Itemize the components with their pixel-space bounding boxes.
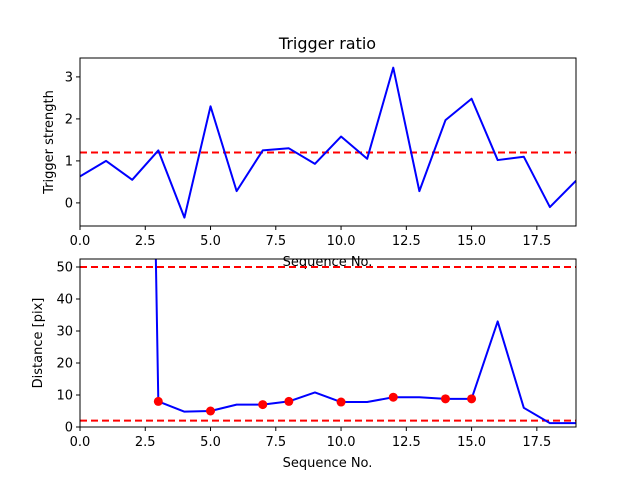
axes-frame [79,258,577,428]
y-tick-label: 1 [65,154,73,169]
trigger-ratio-chart: Trigger ratio Trigger strength Sequence … [42,34,577,270]
y-tick-label: 40 [56,293,73,308]
plot-area: 0.0 2.5 5.0 7.5 10.0 12.5 15.0 17.5 0 10 20 30 40 50 [56,258,577,450]
x-tick-label: 15.0 [457,234,486,249]
y-tick-label: 2 [65,112,73,127]
y-axis-label: Trigger strength [42,90,57,195]
plot-area: 0.0 2.5 5.0 7.5 10.0 12.5 15.0 17.5 0 1 2 3 [65,57,577,249]
x-tick-label: 12.5 [392,435,421,450]
x-axis-label: Sequence No. [283,456,373,471]
x-tick-label: 5.0 [200,234,221,249]
x-tick-label: 0.0 [70,435,91,450]
y-tick-label: 0 [65,421,73,436]
x-tick-label: 15.0 [457,435,486,450]
y-tick-label: 50 [56,261,73,276]
y-tick-label: 0 [65,196,73,211]
axes-frame [79,57,577,227]
x-tick-label: 5.0 [200,435,221,450]
plot-content [80,66,576,219]
x-tick-label: 0.0 [70,234,91,249]
x-tick-label: 7.5 [265,234,286,249]
data-point [336,397,346,407]
data-point [153,396,163,406]
x-tick-label: 17.5 [522,435,551,450]
distance-chart: Distance [pix] Sequence No. 0.0 2.5 5.0 7.5… [31,258,577,471]
x-tick-label: 7.5 [265,435,286,450]
x-tick-label: 2.5 [135,435,156,450]
y-tick-label: 30 [56,325,73,340]
y-tick-label: 3 [65,70,73,85]
plot-content [80,259,576,425]
data-point [467,394,477,404]
x-tick-label: 2.5 [135,234,156,249]
data-point [284,396,294,406]
chart-title: Trigger ratio [278,34,376,53]
y-tick-label: 10 [56,389,73,404]
x-tick-label: 10.0 [327,234,356,249]
data-point [388,392,398,402]
x-tick-label: 10.0 [327,435,356,450]
x-tick-label: 17.5 [522,234,551,249]
data-point [440,394,450,404]
y-tick-label: 20 [56,357,73,372]
series-line [154,259,576,425]
data-point [258,400,268,410]
y-axis-label: Distance [pix] [31,298,46,389]
x-tick-label: 12.5 [392,234,421,249]
data-point [206,406,216,416]
series-line [80,66,576,219]
